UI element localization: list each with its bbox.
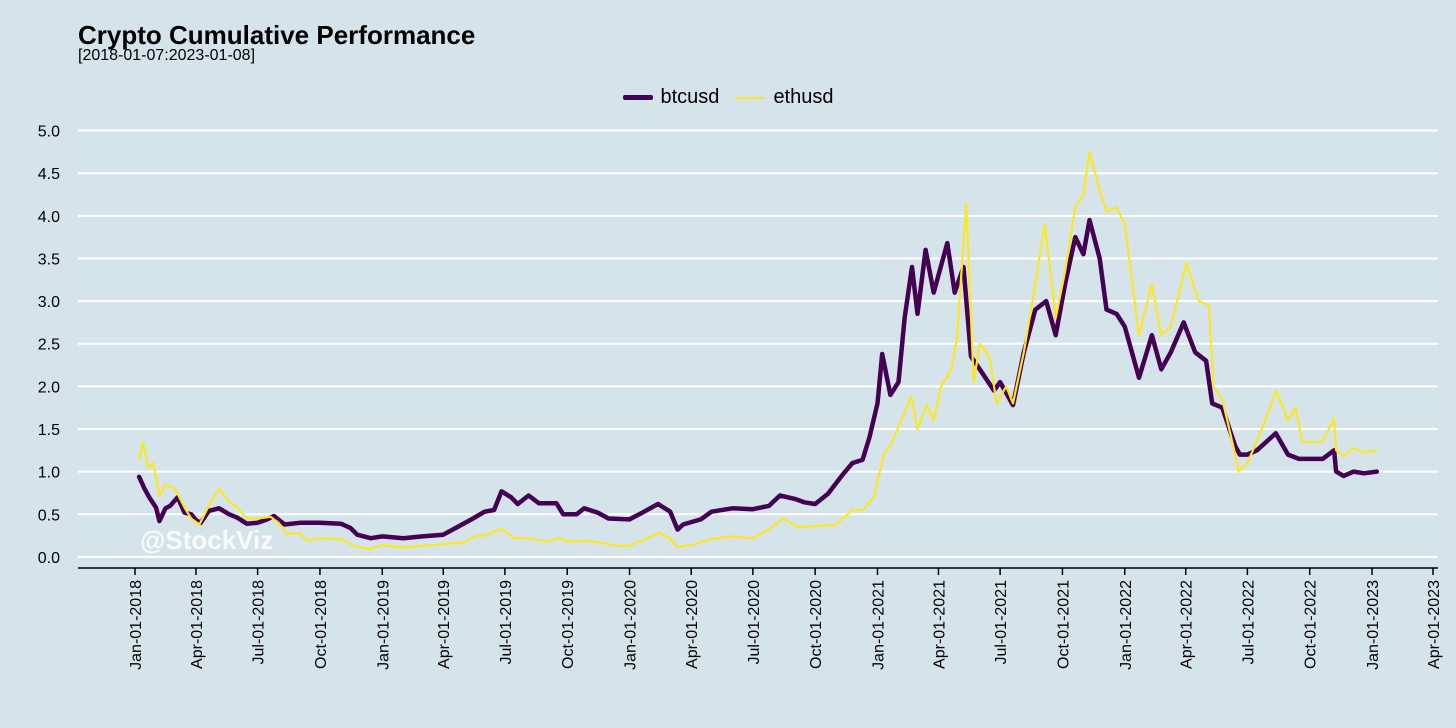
- y-tick-label: 0.0: [38, 550, 60, 567]
- x-tick-label: Oct-01-2019: [560, 580, 577, 669]
- grid: [78, 129, 1438, 558]
- legend-label-ethusd: ethusd: [773, 86, 834, 108]
- x-tick-label: Jul-01-2020: [746, 580, 763, 665]
- legend-item-btcusd: btcusd: [622, 86, 720, 109]
- series-line-ethusd: [138, 150, 1378, 551]
- x-tick-label: Jul-01-2022: [1240, 580, 1257, 665]
- legend-label-btcusd: btcusd: [660, 86, 720, 108]
- x-tick-label: Oct-01-2021: [1055, 580, 1072, 669]
- series-line-btcusd: [136, 217, 1380, 541]
- y-tick-label: 1.5: [38, 422, 60, 439]
- legend-item-ethusd: ethusd: [735, 86, 834, 109]
- x-tick-label: Jan-01-2021: [870, 580, 887, 670]
- y-tick-label: 0.5: [38, 507, 60, 524]
- x-tick-label: Apr-01-2021: [931, 580, 948, 669]
- y-tick-label: 4.0: [38, 209, 60, 226]
- y-tick-label: 2.5: [38, 337, 60, 354]
- x-tick-label: Jan-01-2022: [1118, 580, 1135, 670]
- watermark: @StockViz: [140, 525, 273, 555]
- x-tick-label: Oct-01-2020: [808, 580, 825, 669]
- legend-swatch-btcusd: [622, 95, 653, 100]
- x-tick-label: Apr-01-2022: [1179, 580, 1196, 669]
- x-tick-label: Jan-01-2020: [623, 580, 640, 670]
- x-tick-label: Apr-01-2019: [436, 580, 453, 669]
- x-tick-label: Jul-01-2021: [993, 580, 1010, 665]
- x-tick-label: Jul-01-2018: [251, 580, 268, 665]
- chart-title: Crypto Cumulative Performance: [78, 20, 476, 50]
- y-axis: 0.0 0.5 1.0 1.5 2.0 2.5 3.0 3.5 4.0 4.5 5.0: [38, 124, 60, 567]
- x-tick-label: Apr-01-2023: [1426, 580, 1443, 669]
- x-tick-label: Jan-01-2019: [375, 580, 392, 670]
- y-tick-label: 2.0: [38, 379, 60, 396]
- y-tick-label: 3.0: [38, 294, 60, 311]
- y-tick-label: 3.5: [38, 251, 60, 268]
- x-axis: Jan-01-2018 Apr-01-2018 Jul-01-2018 Oct-01-…: [78, 567, 1443, 670]
- legend-swatch-ethusd: [735, 96, 766, 99]
- y-tick-label: 5.0: [38, 124, 60, 141]
- series-lines: [136, 150, 1380, 551]
- legend: btcusd ethusd: [0, 86, 1456, 109]
- x-tick-label: Apr-01-2020: [684, 580, 701, 669]
- x-tick-label: Oct-01-2022: [1303, 580, 1320, 669]
- x-tick-label: Apr-01-2018: [189, 580, 206, 669]
- y-tick-label: 1.0: [38, 465, 60, 482]
- x-tick-label: Jul-01-2019: [498, 580, 515, 665]
- chart-subtitle: [2018-01-07:2023-01-08]: [78, 47, 256, 64]
- x-tick-label: Jan-01-2018: [128, 580, 145, 670]
- x-tick-label: Jan-01-2023: [1365, 580, 1382, 670]
- y-tick-label: 4.5: [38, 166, 60, 183]
- x-tick-label: Oct-01-2018: [313, 580, 330, 669]
